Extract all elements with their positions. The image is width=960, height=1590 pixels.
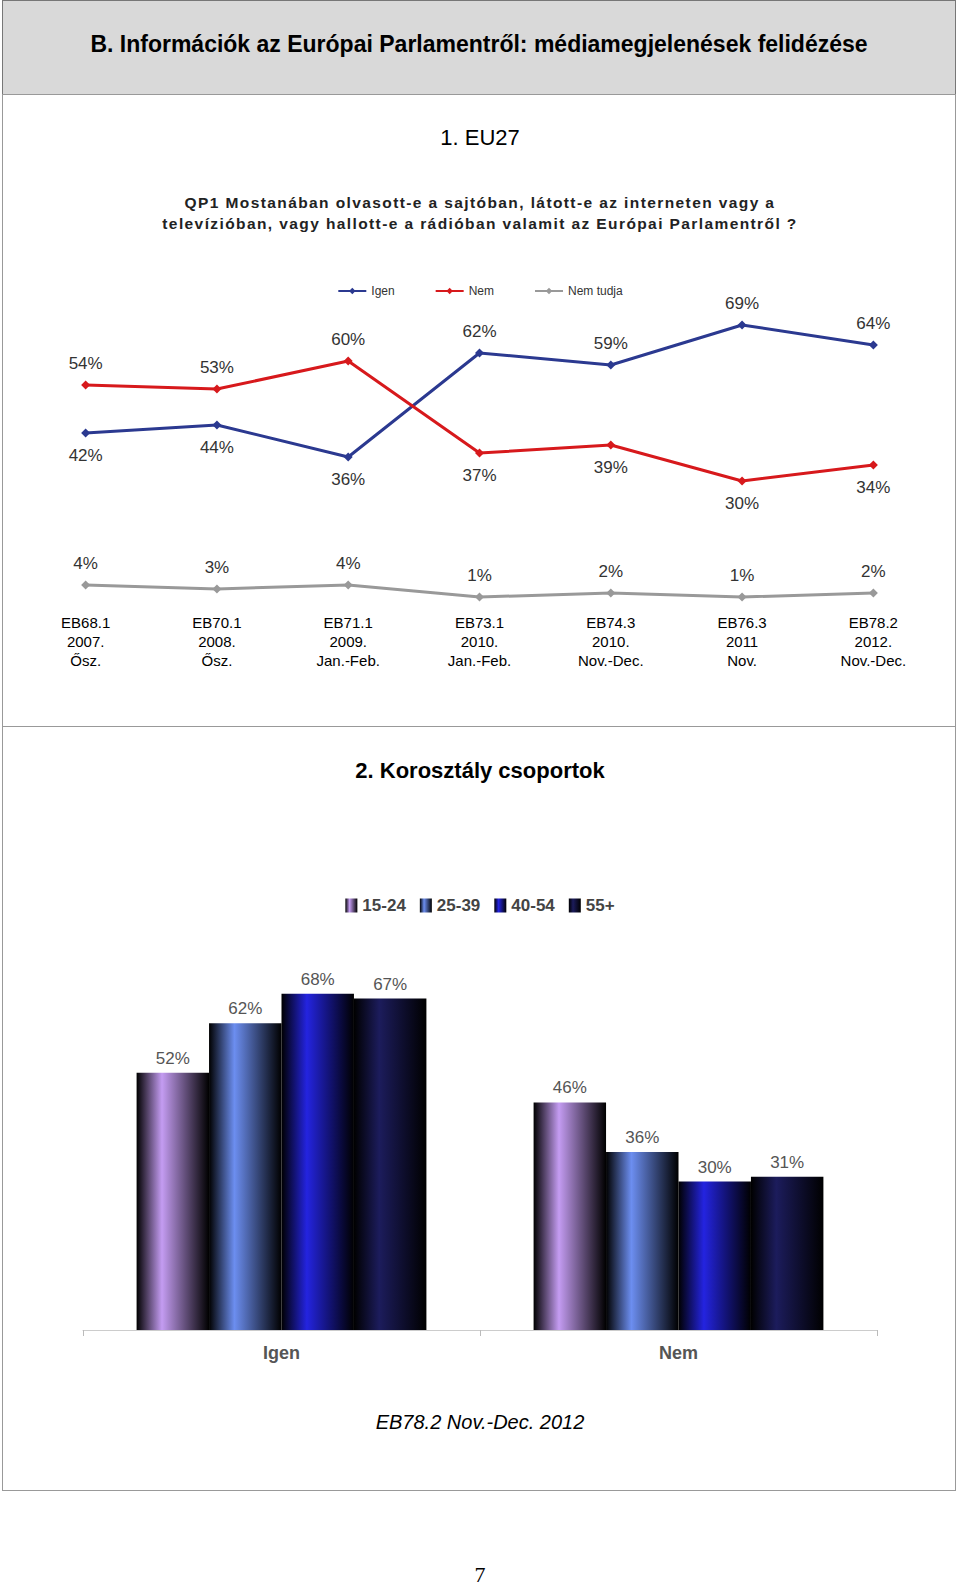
svg-text:Jan.-Feb.: Jan.-Feb. — [448, 652, 511, 669]
svg-text:Igen: Igen — [371, 284, 394, 298]
svg-text:EB70.1: EB70.1 — [192, 614, 241, 631]
svg-text:2012.: 2012. — [855, 633, 893, 650]
svg-text:68%: 68% — [301, 970, 335, 989]
svg-text:67%: 67% — [373, 975, 407, 994]
svg-text:1%: 1% — [467, 566, 492, 585]
svg-text:1%: 1% — [730, 566, 755, 585]
svg-text:53%: 53% — [200, 358, 234, 377]
svg-text:69%: 69% — [725, 294, 759, 313]
svg-text:Nem: Nem — [469, 284, 494, 298]
svg-text:2%: 2% — [598, 562, 623, 581]
svg-text:40-54: 40-54 — [511, 896, 555, 915]
svg-text:37%: 37% — [462, 466, 496, 485]
svg-text:Nov.-Dec.: Nov.-Dec. — [578, 652, 644, 669]
svg-text:Ősz.: Ősz. — [202, 652, 233, 669]
svg-text:39%: 39% — [594, 458, 628, 477]
svg-text:EB68.1: EB68.1 — [61, 614, 110, 631]
svg-text:54%: 54% — [69, 354, 103, 373]
svg-text:31%: 31% — [770, 1153, 804, 1172]
html-text:B. Információk az Európai Parl: B. Információk az Európai Parlamentről: … — [90, 31, 868, 57]
svg-text:Nem tudja: Nem tudja — [568, 284, 623, 298]
svg-text:2%: 2% — [861, 562, 886, 581]
svg-text:60%: 60% — [331, 330, 365, 349]
svg-text:3%: 3% — [205, 558, 230, 577]
svg-text:52%: 52% — [156, 1049, 190, 1068]
svg-text:EB73.1: EB73.1 — [455, 614, 504, 631]
svg-text:59%: 59% — [594, 334, 628, 353]
svg-text:Ősz.: Ősz. — [70, 652, 101, 669]
svg-text:2007.: 2007. — [67, 633, 105, 650]
svg-text:30%: 30% — [725, 494, 759, 513]
html-text:2. Korosztály csoportok: 2. Korosztály csoportok — [355, 758, 605, 783]
svg-text:2010.: 2010. — [461, 633, 499, 650]
svg-text:EB78.2: EB78.2 — [849, 614, 898, 631]
svg-text:30%: 30% — [698, 1158, 732, 1177]
svg-text:2010.: 2010. — [592, 633, 630, 650]
svg-text:EB76.3: EB76.3 — [717, 614, 766, 631]
svg-text:2008.: 2008. — [198, 633, 236, 650]
svg-text:15-24: 15-24 — [362, 896, 406, 915]
svg-text:Jan.-Feb.: Jan.-Feb. — [317, 652, 380, 669]
svg-text:2009.: 2009. — [329, 633, 367, 650]
svg-text:EB74.3: EB74.3 — [586, 614, 635, 631]
svg-text:62%: 62% — [228, 999, 262, 1018]
svg-text:25-39: 25-39 — [437, 896, 480, 915]
svg-text:46%: 46% — [553, 1078, 587, 1097]
svg-text:EB71.1: EB71.1 — [324, 614, 373, 631]
svg-text:4%: 4% — [73, 554, 98, 573]
svg-text:36%: 36% — [331, 470, 365, 489]
svg-text:64%: 64% — [856, 314, 890, 333]
svg-text:44%: 44% — [200, 438, 234, 457]
svg-text:55+: 55+ — [586, 896, 615, 915]
svg-text:34%: 34% — [856, 478, 890, 497]
svg-text:Nov.: Nov. — [727, 652, 757, 669]
svg-text:36%: 36% — [625, 1128, 659, 1147]
svg-text:4%: 4% — [336, 554, 361, 573]
html-text:1. EU27: 1. EU27 — [440, 125, 520, 150]
svg-text:2011: 2011 — [726, 633, 758, 650]
html-text:QP1 Mostanában olvasott-e a sa: QP1 Mostanában olvasott-e a sajtóban, lá… — [162, 194, 798, 232]
svg-text:Igen: Igen — [263, 1343, 300, 1363]
svg-text:Nem: Nem — [659, 1343, 698, 1363]
html-text:7: 7 — [474, 1562, 486, 1587]
svg-text:62%: 62% — [462, 322, 496, 341]
html-text:EB78.2 Nov.-Dec. 2012: EB78.2 Nov.-Dec. 2012 — [375, 1411, 585, 1433]
svg-text:42%: 42% — [69, 446, 103, 465]
svg-text:Nov.-Dec.: Nov.-Dec. — [841, 652, 907, 669]
